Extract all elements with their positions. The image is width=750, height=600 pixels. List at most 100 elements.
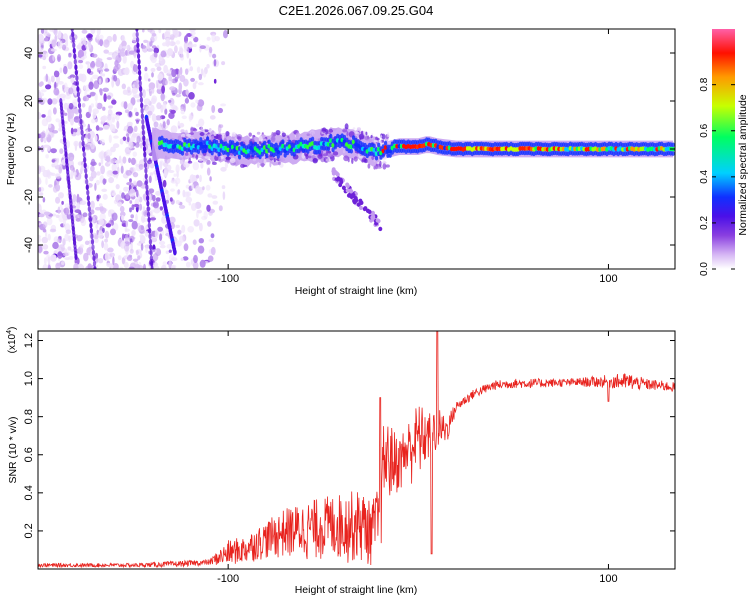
ridge-edge bbox=[607, 141, 611, 147]
noise-speck bbox=[191, 183, 195, 190]
noise-speck bbox=[142, 193, 147, 199]
noise-speck bbox=[149, 41, 153, 47]
noise-speck bbox=[56, 54, 62, 63]
ridge-scatter bbox=[312, 158, 318, 164]
ridge-edge bbox=[518, 150, 522, 156]
noise-speck bbox=[40, 29, 45, 34]
noise-speck bbox=[38, 187, 42, 192]
ridge-edge bbox=[320, 145, 324, 151]
noise-speck bbox=[82, 95, 87, 102]
noise-speck bbox=[210, 233, 215, 239]
y-tick-label: 1.0 bbox=[23, 371, 35, 386]
noise-streak-dot bbox=[88, 216, 92, 223]
ridge-scatter bbox=[271, 137, 275, 141]
ridge-edge bbox=[666, 150, 671, 156]
ridge-edge bbox=[495, 150, 499, 156]
ridge-edge bbox=[199, 137, 203, 142]
y-tick-label: 20 bbox=[23, 95, 35, 107]
noise-streak-dot bbox=[74, 64, 78, 71]
noise-speck bbox=[199, 259, 206, 268]
ridge-edge bbox=[311, 136, 315, 142]
noise-speck bbox=[209, 176, 212, 182]
noise-speck bbox=[171, 257, 178, 262]
noise-streak-dot bbox=[150, 260, 154, 267]
noise-streak-dot bbox=[83, 156, 87, 163]
noise-speck bbox=[55, 173, 60, 177]
noise-speck bbox=[180, 129, 185, 134]
ridge-scatter bbox=[351, 158, 354, 164]
noise-speck bbox=[90, 161, 97, 166]
lower-branch-dot bbox=[348, 188, 353, 193]
noise-speck bbox=[131, 87, 138, 94]
y-tick-label: 40 bbox=[23, 47, 35, 59]
noise-speck bbox=[83, 36, 86, 46]
ridge-edge bbox=[301, 139, 305, 145]
noise-speck bbox=[133, 107, 138, 113]
noise-streak-dot bbox=[85, 184, 89, 191]
noise-speck bbox=[46, 33, 52, 38]
noise-streak-dot bbox=[143, 156, 147, 163]
ridge-scatter bbox=[198, 158, 204, 162]
noise-speck bbox=[167, 164, 172, 171]
noise-speck bbox=[46, 217, 53, 226]
noise-speck bbox=[59, 148, 64, 155]
ridge-scatter bbox=[278, 161, 281, 166]
ridge-edge bbox=[662, 142, 666, 148]
noise-speck bbox=[143, 39, 149, 44]
noise-speck bbox=[132, 84, 135, 88]
ridge-edge bbox=[329, 133, 333, 139]
noise-speck bbox=[147, 110, 153, 116]
ridge-edge bbox=[534, 141, 538, 147]
noise-speck bbox=[198, 82, 204, 86]
noise-speck bbox=[47, 123, 52, 129]
noise-speck bbox=[123, 186, 129, 192]
noise-speck bbox=[192, 161, 199, 171]
noise-speck bbox=[50, 48, 57, 52]
noise-streak-dot bbox=[145, 189, 149, 196]
noise-speck bbox=[107, 109, 113, 116]
ridge-edge bbox=[452, 142, 456, 148]
noise-speck bbox=[127, 102, 133, 111]
noise-speck bbox=[42, 197, 46, 203]
noise-speck bbox=[129, 178, 132, 183]
noise-speck bbox=[195, 174, 200, 179]
x-tick-label: 100 bbox=[599, 273, 617, 285]
ridge-edge bbox=[584, 142, 589, 148]
lower-branch-dot bbox=[353, 196, 358, 201]
noise-speck bbox=[165, 38, 170, 47]
noise-speck bbox=[98, 67, 105, 71]
noise-streak-dot bbox=[73, 53, 77, 60]
noise-speck bbox=[47, 233, 51, 241]
ridge-scatter bbox=[358, 133, 365, 140]
noise-speck bbox=[143, 263, 146, 269]
noise-speck bbox=[131, 133, 138, 138]
noise-streak-dot bbox=[141, 118, 145, 125]
noise-speck bbox=[165, 125, 169, 129]
noise-speck bbox=[105, 155, 111, 163]
noise-speck bbox=[60, 207, 64, 215]
noise-speck bbox=[132, 151, 138, 157]
noise-speck bbox=[143, 209, 149, 217]
noise-speck bbox=[167, 69, 173, 74]
noise-speck bbox=[148, 188, 155, 194]
colorbar-tick-label: 0.4 bbox=[699, 169, 710, 183]
noise-streak-dot bbox=[75, 80, 79, 87]
ridge-edge bbox=[180, 150, 185, 156]
noise-speck bbox=[183, 161, 190, 168]
ridge-edge bbox=[546, 151, 550, 157]
noise-speck bbox=[141, 217, 148, 222]
lower-branch-dot bbox=[352, 199, 357, 205]
noise-speck bbox=[124, 228, 130, 232]
noise-speck bbox=[126, 182, 133, 186]
ridge-edge bbox=[206, 136, 210, 142]
noise-speck bbox=[122, 45, 129, 49]
x-tick-label: -100 bbox=[217, 573, 239, 585]
noise-speck bbox=[82, 212, 88, 218]
lower-branch-dot bbox=[367, 209, 372, 214]
ridge-edge bbox=[436, 149, 440, 154]
noise-streak-dot bbox=[85, 178, 89, 185]
noise-speck bbox=[94, 206, 102, 211]
noise-speck bbox=[38, 244, 43, 254]
noise-speck bbox=[152, 201, 159, 209]
noise-streak-dot bbox=[81, 140, 85, 147]
